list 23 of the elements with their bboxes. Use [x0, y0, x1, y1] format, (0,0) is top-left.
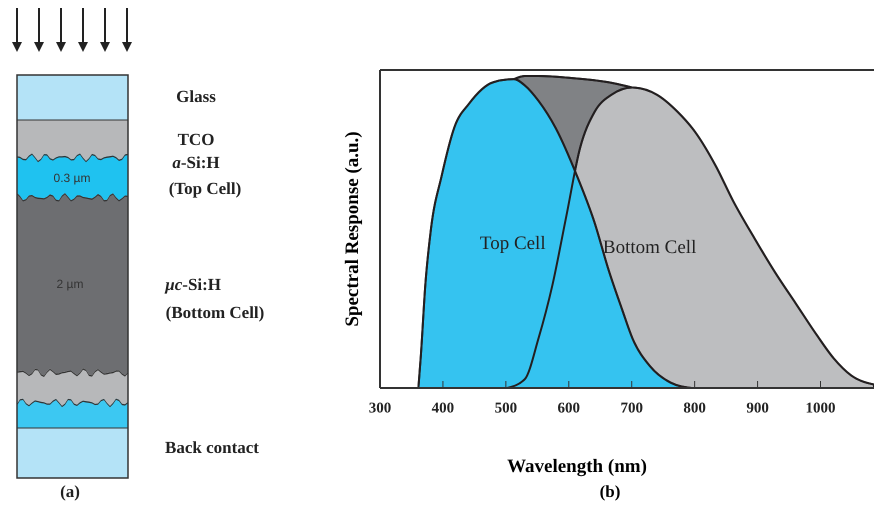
x-tick-label: 700 [620, 400, 643, 417]
x-tick-label: 600 [558, 400, 580, 417]
x-axis-title: Wavelength (nm) [507, 456, 647, 477]
x-tick-label: 300 [368, 400, 392, 417]
text: 0.3 µm [54, 171, 90, 185]
text: 2 µm [56, 277, 84, 291]
text: µc-Si:H [164, 275, 222, 294]
x-tick-label: 1000 [806, 400, 836, 417]
series-label: Bottom Cell [602, 236, 696, 258]
text: Back contact [165, 438, 260, 457]
text: (a) [60, 482, 80, 501]
text: (Top Cell) [168, 179, 242, 198]
x-tick-label: 800 [683, 400, 706, 417]
text: Glass [176, 87, 216, 106]
x-tick-label: 500 [494, 400, 518, 417]
y-axis-title: Spectral Response (a.u.) [342, 131, 363, 327]
series-label: Top Cell [480, 233, 546, 254]
text: TCO [178, 130, 214, 149]
text: (Bottom Cell) [166, 303, 264, 322]
x-tick-label: 400 [432, 400, 454, 417]
text: (b) [600, 482, 620, 501]
text: a-Si:H [172, 153, 220, 172]
x-tick-label: 900 [746, 400, 769, 417]
